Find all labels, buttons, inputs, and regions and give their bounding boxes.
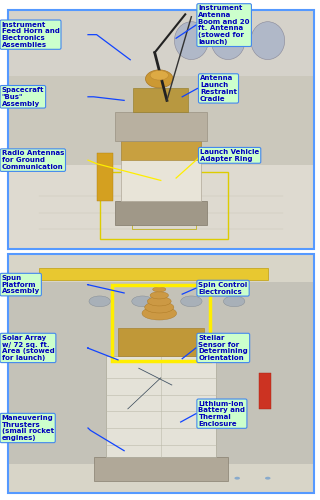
Ellipse shape	[235, 477, 240, 480]
Ellipse shape	[148, 296, 171, 306]
Text: Stellar
Sensor for
Determining
Orientation: Stellar Sensor for Determining Orientati…	[198, 335, 248, 361]
Bar	[97, 153, 113, 201]
Ellipse shape	[142, 306, 177, 320]
Text: Maneuvering
Thrusters
(small rocket
engines): Maneuvering Thrusters (small rocket engi…	[2, 415, 54, 441]
Bar	[112, 284, 210, 361]
Bar	[106, 356, 216, 456]
Bar	[39, 268, 268, 280]
Ellipse shape	[174, 22, 208, 60]
Ellipse shape	[132, 296, 153, 306]
Text: Antenna
Launch
Restraint
Cradle: Antenna Launch Restraint Cradle	[200, 76, 237, 102]
Bar	[8, 254, 314, 282]
Ellipse shape	[146, 70, 173, 88]
Ellipse shape	[211, 22, 245, 60]
Ellipse shape	[145, 302, 174, 313]
Text: Instrument
Feed Horn and
Electronics
Assemblies: Instrument Feed Horn and Electronics Ass…	[2, 22, 60, 48]
Bar	[100, 172, 228, 239]
Bar	[8, 10, 314, 76]
Bar	[121, 141, 201, 201]
Bar	[8, 254, 314, 492]
Ellipse shape	[89, 296, 110, 306]
Bar	[115, 112, 207, 141]
Bar	[8, 10, 314, 248]
Text: Spun
Platform
Assembly: Spun Platform Assembly	[2, 275, 40, 294]
Bar	[8, 254, 314, 492]
Bar	[115, 201, 207, 224]
Bar	[93, 456, 228, 480]
Ellipse shape	[251, 22, 285, 60]
Text: Launch Vehicle
Adapter Ring: Launch Vehicle Adapter Ring	[200, 149, 259, 162]
Ellipse shape	[150, 70, 168, 80]
Ellipse shape	[265, 477, 270, 480]
Ellipse shape	[204, 477, 209, 480]
Bar	[132, 186, 196, 229]
Bar	[133, 88, 188, 112]
Text: Spin Control
Electronics: Spin Control Electronics	[198, 282, 248, 294]
Ellipse shape	[223, 296, 245, 306]
Ellipse shape	[158, 477, 164, 480]
Bar	[121, 141, 201, 160]
Text: Instrument
Antenna
Boom and 20
ft. Antenna
(stowed for
launch): Instrument Antenna Boom and 20 ft. Anten…	[198, 5, 250, 45]
Text: Spacecraft
"Bus"
Assembly: Spacecraft "Bus" Assembly	[2, 87, 44, 106]
Bar	[8, 464, 314, 492]
Bar	[8, 165, 314, 248]
Ellipse shape	[181, 296, 202, 306]
Ellipse shape	[153, 287, 166, 292]
Text: Radio Antennas
for Ground
Communication: Radio Antennas for Ground Communication	[2, 150, 64, 170]
Bar	[8, 10, 314, 248]
Ellipse shape	[112, 477, 118, 480]
Bar	[118, 328, 204, 356]
Text: Solar Array
w/ 72 sq. ft.
Area (stowed
for launch): Solar Array w/ 72 sq. ft. Area (stowed f…	[2, 335, 54, 361]
Bar	[259, 373, 271, 409]
Text: Lithium-Ion
Battery and
Thermal
Enclosure: Lithium-Ion Battery and Thermal Enclosur…	[198, 400, 245, 427]
Ellipse shape	[150, 292, 169, 299]
